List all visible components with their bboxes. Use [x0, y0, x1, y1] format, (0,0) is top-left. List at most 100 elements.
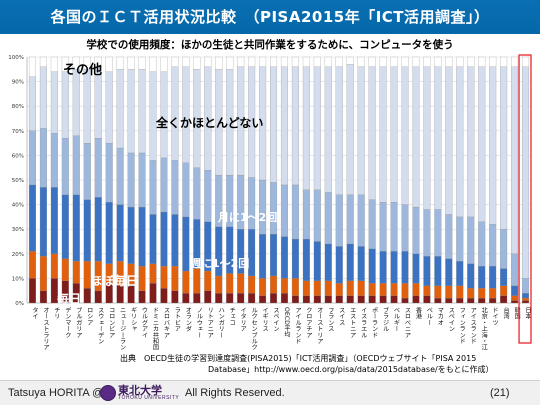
bar-segment: [226, 56, 234, 70]
x-tick-label: ペルー: [425, 307, 432, 326]
bar-segment: [368, 283, 376, 296]
bar-segment: [39, 56, 47, 67]
bar-segment: [478, 56, 486, 67]
bar-segment: [270, 56, 278, 67]
bar-segment: [445, 214, 453, 259]
bar-segment: [335, 295, 343, 304]
x-tick-label: ハンガリー: [217, 307, 224, 338]
bar-segment: [324, 243, 332, 281]
bar-segment: [467, 288, 475, 299]
bar-segment: [171, 56, 179, 67]
series-label: 週に1～2回: [190, 256, 249, 270]
x-tick-label: イスラエル: [360, 307, 367, 338]
author-credit: Tatsuya HORITA @: [8, 387, 104, 399]
bar-segment: [116, 285, 124, 304]
x-tick-label: 香港: [414, 306, 421, 320]
bar-segment: [423, 209, 431, 257]
bar-segment: [467, 216, 475, 264]
bar-segment: [72, 261, 80, 284]
bar-segment: [302, 238, 310, 281]
bar-segment: [116, 69, 124, 149]
page-number: (21): [490, 387, 510, 399]
bar-segment: [105, 56, 113, 72]
bar-segment: [39, 128, 47, 188]
source-line-2: Database」http://www.oecd.org/pisa/data/2…: [208, 365, 494, 374]
bar-segment: [390, 66, 398, 203]
bar-segment: [138, 56, 146, 70]
bar-segment: [423, 66, 431, 210]
x-tick-label: チリ: [53, 307, 60, 320]
bar-segment: [171, 265, 179, 291]
bar-segment: [456, 261, 464, 286]
series-label: ほぼ毎日: [90, 273, 138, 288]
bar-segment: [270, 293, 278, 304]
bar-segment: [522, 278, 530, 294]
bar-segment: [511, 253, 519, 286]
bar-segment: [467, 297, 475, 304]
x-tick-label: 韓国: [513, 306, 520, 320]
bar-segment: [39, 187, 47, 257]
bar-segment: [335, 66, 343, 195]
x-tick-label: ギリシャ: [130, 307, 137, 332]
bar-segment: [94, 138, 102, 198]
bar-segment: [72, 194, 80, 262]
bar-segment: [412, 253, 420, 284]
bar-segment: [401, 204, 409, 252]
bar-segment: [291, 278, 299, 296]
bar-segment: [149, 160, 157, 215]
bar-segment: [368, 295, 376, 304]
bar-segment: [335, 56, 343, 67]
bar-segment: [412, 66, 420, 208]
bar-segment: [357, 295, 365, 304]
x-tick-label: デンマーク: [64, 306, 71, 338]
bar-segment: [489, 66, 497, 225]
bar-segment: [379, 283, 387, 296]
bar-segment: [423, 56, 431, 67]
bar-segment: [160, 265, 168, 289]
bar-segment: [215, 56, 223, 70]
bar-segment: [160, 288, 168, 304]
bar-segment: [390, 251, 398, 284]
bar-segment: [94, 56, 102, 67]
bar-segment: [72, 56, 80, 70]
y-tick-label: 0%: [15, 301, 24, 307]
bar-segment: [511, 295, 519, 301]
university-name: 東北大学: [118, 385, 162, 397]
bar-segment: [127, 69, 135, 154]
bar-segment: [401, 56, 409, 67]
bar-segment: [379, 251, 387, 284]
bar-segment: [522, 56, 530, 67]
bar-segment: [280, 56, 288, 67]
bar-segment: [149, 56, 157, 72]
bar-segment: [182, 216, 190, 272]
bar-segment: [445, 66, 453, 215]
stacked-bar-chart: 0% 10% 20% 30% 40% 50% 60% 70% 80% 90% 100% タイ オーストラ…: [8, 54, 532, 350]
bar-segment: [401, 283, 409, 299]
bar-segment: [116, 56, 124, 70]
bar-segment: [434, 256, 442, 286]
bar-segment: [357, 194, 365, 247]
x-tick-label: マカオ: [436, 307, 443, 326]
bar-segment: [302, 66, 310, 190]
bar-segment: [171, 160, 179, 215]
bar-segment: [313, 189, 321, 242]
bar-segment: [248, 56, 256, 67]
x-tick-label: ルクセンブルク: [250, 307, 257, 350]
bar-segment: [291, 66, 299, 186]
y-tick-label: 40%: [12, 203, 24, 209]
bar-segment: [61, 194, 69, 259]
bar-segment: [204, 56, 212, 67]
bar-segment: [259, 233, 267, 279]
bar-segment: [291, 238, 299, 279]
bar-segment: [412, 56, 420, 67]
bar-segment: [368, 248, 376, 284]
bar-segment: [259, 295, 267, 304]
bar-segment: [237, 293, 245, 304]
bar-segment: [61, 138, 69, 195]
x-tick-label: スウェーデン: [97, 307, 104, 344]
y-tick-label: 90%: [12, 80, 24, 86]
bar-segment: [412, 206, 420, 254]
bar-segment: [28, 184, 36, 252]
bar-segment: [379, 202, 387, 252]
slide-title: 各国のＩＣＴ活用状況比較 （PISA2015年「ICT活用調査」）: [50, 8, 490, 26]
